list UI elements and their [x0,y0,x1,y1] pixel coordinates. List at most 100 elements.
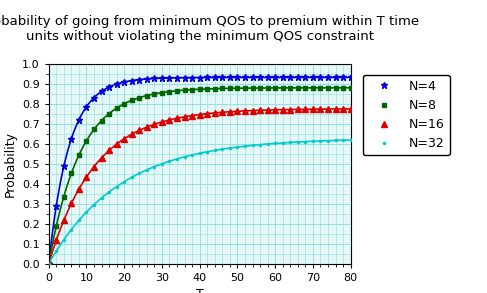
N=16 [98,156,105,160]
N=32 [61,238,67,241]
N=32 [257,143,263,146]
N=4 [242,76,248,79]
N=32 [220,147,225,151]
N=32 [144,168,150,172]
N=32 [46,262,52,265]
N=8 [340,86,346,90]
N=16 [106,149,112,152]
N=32 [84,210,90,214]
Line: N=32: N=32 [48,139,352,265]
N=16 [257,108,263,112]
N=4 [333,76,338,79]
N=16 [295,108,301,111]
N=4 [348,76,354,79]
N=4 [61,165,67,168]
N=32 [250,144,256,147]
N=4 [106,85,112,89]
N=8 [136,96,142,99]
N=8 [144,94,150,97]
N=8 [250,86,256,90]
N=32 [280,141,285,145]
N=4 [318,76,323,79]
N=8 [333,86,338,90]
N=16 [318,107,323,111]
N=4 [114,82,120,86]
N=32 [114,185,120,188]
N=4 [144,77,150,81]
N=8 [295,86,301,90]
N=8 [318,86,323,90]
N=8 [76,153,82,157]
N=32 [189,153,195,157]
N=8 [114,106,120,110]
N=4 [280,76,285,79]
N=8 [121,102,127,105]
N=32 [121,180,127,183]
N=16 [54,239,59,242]
Line: N=4: N=4 [45,74,354,267]
Text: Probability of going from minimum QOS to premium within T time
units without vio: Probability of going from minimum QOS to… [0,15,419,43]
N=4 [212,76,218,79]
N=4 [91,96,97,99]
N=8 [265,86,271,90]
N=32 [151,165,157,168]
N=32 [91,203,97,206]
Line: N=8: N=8 [46,85,353,266]
N=16 [189,114,195,117]
N=8 [98,119,105,122]
N=16 [265,108,271,112]
Legend: N=4, N=8, N=16, N=32: N=4, N=8, N=16, N=32 [363,75,450,156]
N=16 [68,202,75,205]
N=16 [250,109,256,112]
N=8 [54,224,59,228]
N=4 [54,204,59,208]
N=4 [227,76,233,79]
N=16 [333,107,338,111]
N=8 [235,86,241,90]
N=4 [84,105,90,108]
N=8 [287,86,293,90]
N=4 [250,76,256,79]
N=32 [205,150,210,154]
N=4 [76,118,82,122]
N=16 [167,118,172,122]
Line: N=16: N=16 [46,106,354,266]
N=32 [98,196,105,200]
N=4 [295,76,301,79]
N=16 [114,142,120,146]
N=8 [61,195,67,198]
N=8 [212,87,218,91]
N=4 [220,76,225,79]
N=32 [106,190,112,194]
Y-axis label: Probability: Probability [3,131,17,197]
N=16 [174,117,180,120]
N=16 [121,137,127,141]
N=8 [310,86,316,90]
N=32 [136,172,142,175]
N=8 [227,86,233,90]
N=16 [242,109,248,113]
N=16 [220,110,225,114]
N=16 [129,132,134,136]
N=8 [167,90,172,93]
N=4 [98,90,105,93]
N=4 [189,76,195,79]
N=16 [182,115,187,119]
N=32 [167,159,172,163]
X-axis label: T: T [196,288,204,293]
N=4 [121,80,127,84]
N=16 [325,107,331,111]
N=8 [174,89,180,93]
N=32 [287,141,293,144]
N=32 [159,162,165,166]
N=8 [189,88,195,91]
N=8 [280,86,285,90]
N=32 [340,138,346,142]
N=4 [272,76,278,79]
N=4 [167,76,172,80]
N=16 [84,175,90,179]
N=4 [174,76,180,79]
N=16 [340,107,346,111]
N=32 [174,157,180,161]
N=4 [287,76,293,79]
